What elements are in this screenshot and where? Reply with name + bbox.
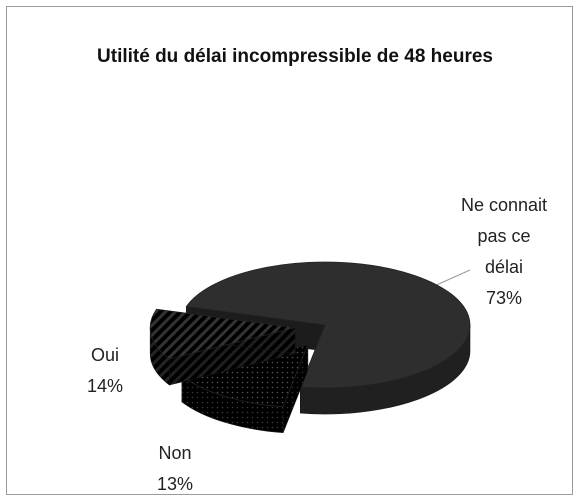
category-label: Ne connait pas ce délai	[460, 195, 548, 277]
leader-line	[431, 269, 471, 288]
value-label: 14%	[86, 376, 124, 396]
slice-label: Non 13%	[140, 438, 210, 499]
category-label: Oui	[90, 345, 119, 365]
chart-title: Utilité du délai incompressible de 48 he…	[97, 46, 493, 67]
chart-frame	[6, 6, 573, 495]
value-label: 73%	[485, 288, 523, 308]
slice	[149, 308, 296, 360]
slice-label: Oui 14%	[70, 340, 140, 402]
category-label: Non	[158, 443, 192, 463]
slice-label: Ne connait pas ce délai 73%	[460, 190, 548, 314]
slice	[185, 261, 471, 389]
value-label: 13%	[156, 474, 194, 494]
